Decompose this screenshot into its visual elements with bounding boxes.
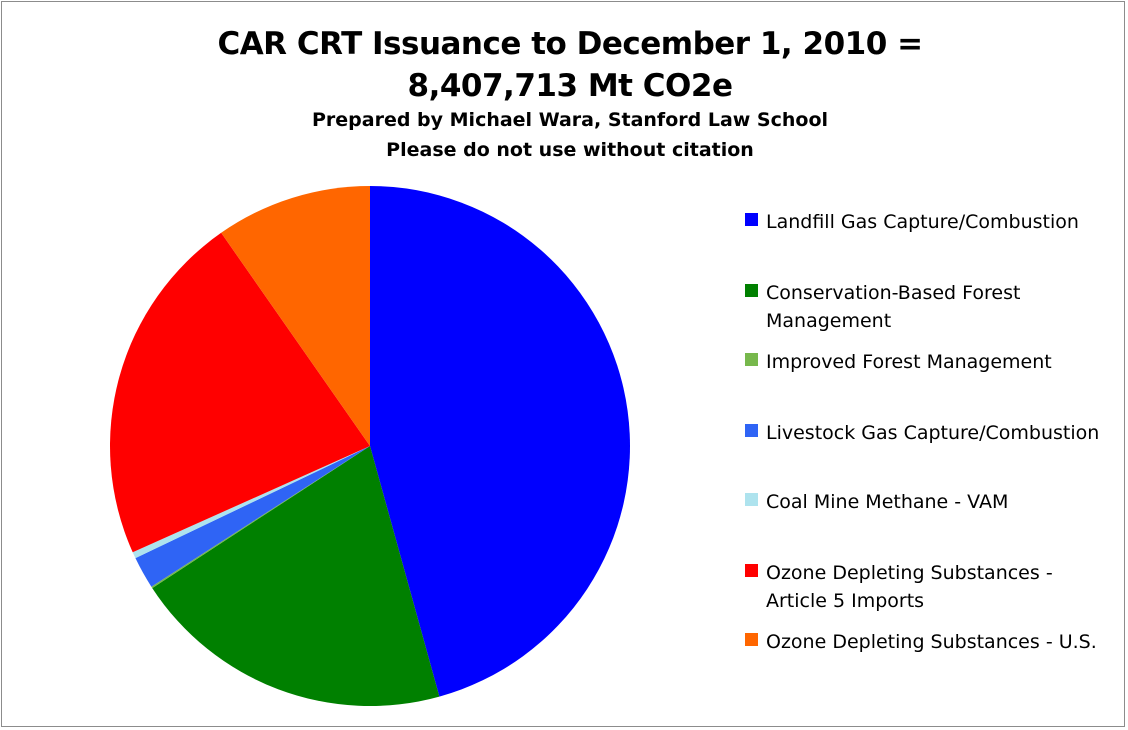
legend-swatch [745,424,758,437]
legend-label: Conservation-Based Forest Management [766,282,1021,332]
chart-subtitle-line-1: Prepared by Michael Wara, Stanford Law S… [311,109,829,131]
pie-slice-conservation-based-forest-management [152,446,440,706]
chart-subtitle-line-2: Please do not use without citation [386,139,754,161]
pie-slice-ozone-depleting-substances-article-5-imports [109,232,370,553]
legend-label: Ozone Depleting Substances - U.S. [766,631,1097,653]
pie-slice-ozone-depleting-substances-u-s [221,186,370,446]
pie-slice-landfill-gas-capture-combustion [370,186,631,697]
legend-swatch [745,284,758,297]
legend-label: Livestock Gas Capture/Combustion [766,422,1100,444]
legend-swatch [745,493,758,506]
legend-label: Improved Forest Management [766,351,1052,373]
legend-swatch [745,633,758,646]
chart-title-line-1: CAR CRT Issuance to December 1, 2010 = [217,26,923,62]
chart-title-line-2: 8,407,713 Mt CO2e [407,68,734,104]
legend-label: Landfill Gas Capture/Combustion [766,211,1079,233]
pie-slice-livestock-gas-capture-combustion [135,446,370,587]
legend-label: Coal Mine Methane - VAM [766,491,1009,513]
pie-slice-improved-forest-management [151,446,370,589]
legend-swatch [745,213,758,226]
pie-slice-coal-mine-methane-vam [132,446,370,559]
legend-swatch [745,353,758,366]
legend-label: Ozone Depleting Substances - Article 5 I… [766,562,1053,612]
legend-swatch [745,564,758,577]
